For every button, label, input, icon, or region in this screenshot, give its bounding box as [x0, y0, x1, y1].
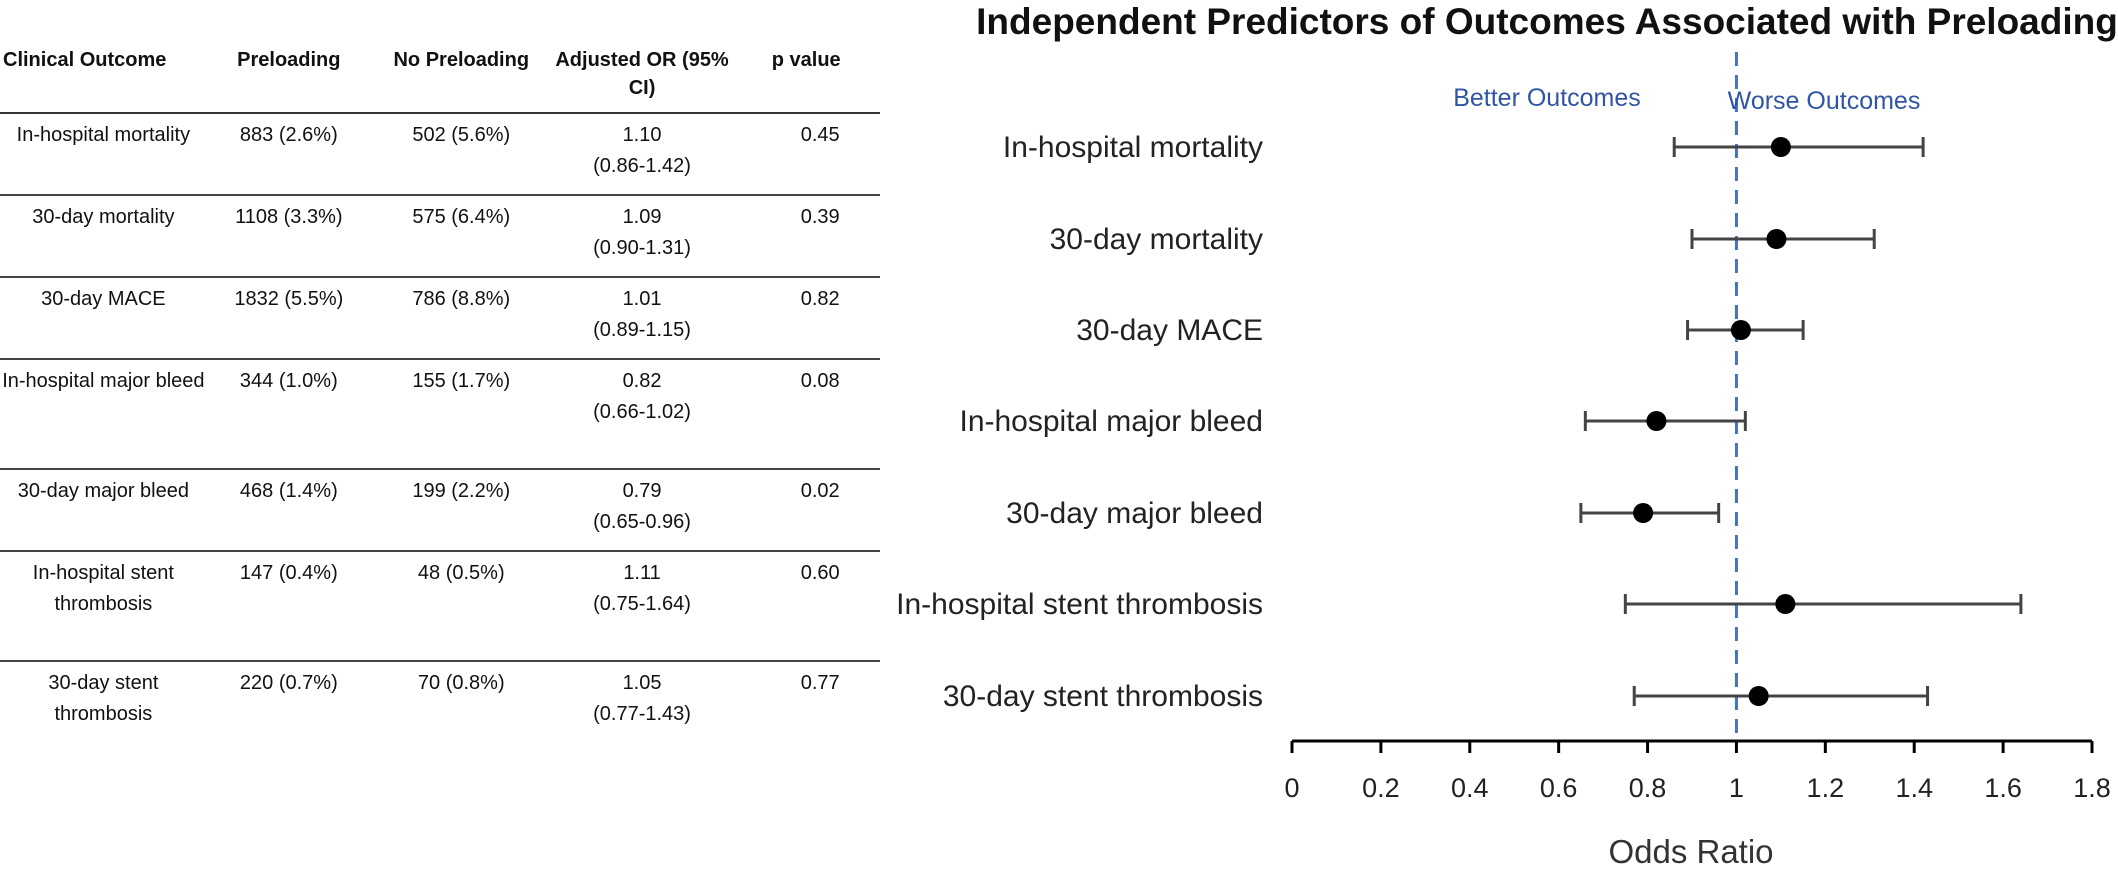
cell-preloading: 468 (1.4%)	[206, 469, 371, 552]
cell-adjusted-or: 0.82 (0.66-1.02)	[551, 359, 733, 470]
cell-p-value: 0.08	[732, 359, 880, 470]
cell-adjusted-or: 1.01 (0.89-1.15)	[551, 277, 733, 360]
cell-p-value: 0.60	[732, 551, 880, 662]
cell-no-preloading: 155 (1.7%)	[370, 359, 552, 470]
header-preloading: Preloading	[206, 40, 371, 114]
or-ci: (0.77-1.43)	[593, 703, 691, 725]
category-label: In-hospital mortality	[1003, 131, 1263, 164]
cell-no-preloading: 575 (6.4%)	[370, 195, 552, 278]
cell-outcome: In-hospital major bleed	[0, 359, 207, 470]
or-ci: (0.86-1.42)	[593, 155, 691, 177]
x-tick-label: 0.8	[1629, 773, 1667, 803]
table-row: 30-day mortality 1108 (3.3%) 575 (6.4%) 1.0…	[0, 195, 880, 278]
forest-plot-panel: Independent Predictors of Outcomes Assoc…	[880, 0, 2118, 877]
table-row: In-hospital major bleed 344 (1.0%) 155 (1.…	[0, 359, 880, 470]
cell-preloading: 220 (0.7%)	[239, 672, 338, 694]
or-ci: (0.75-1.64)	[593, 593, 691, 615]
or-value: 0.82	[622, 370, 662, 392]
cell-adjusted-or: 1.11 (0.75-1.64)	[551, 551, 733, 662]
cell-adjusted-or: 1.10 (0.86-1.42)	[551, 113, 733, 196]
x-tick-label: 1	[1729, 773, 1744, 803]
cell-no-preloading: 48 (0.5%)	[370, 551, 552, 662]
header-no-preloading: No Preloading	[370, 40, 552, 114]
or-value: 1.01	[622, 288, 662, 310]
x-tick-label: 1.8	[2073, 773, 2111, 803]
or-ci: (0.66-1.02)	[593, 401, 691, 423]
category-label: 30-day stent thrombosis	[943, 680, 1263, 713]
cell-no-preloading: 199 (2.2%)	[370, 469, 552, 552]
cell-outcome: In-hospital mortality	[0, 113, 207, 196]
cell-no-preloading: 70 (0.8%)	[417, 672, 505, 694]
or-ci: (0.89-1.15)	[593, 319, 691, 341]
cell-preloading: 147 (0.4%)	[206, 551, 371, 662]
or-ci: (0.90-1.31)	[593, 237, 691, 259]
cell-p-value: 0.02	[732, 469, 880, 552]
chart-title: Independent Predictors of Outcomes Assoc…	[976, 1, 2118, 42]
cell-preloading: 1832 (5.5%)	[206, 277, 371, 360]
table-row: 30-day major bleed 468 (1.4%) 199 (2.2%) 0.…	[0, 469, 880, 552]
x-tick-label: 0	[1284, 773, 1299, 803]
odds-ratio-point	[1730, 320, 1751, 340]
category-label: In-hospital major bleed	[959, 405, 1263, 438]
or-value: 0.79	[622, 480, 662, 502]
odds-ratio-point	[1633, 503, 1654, 523]
table-row: 30-day MACE 1832 (5.5%) 786 (8.8%) 1.01 (0.8…	[0, 277, 880, 360]
category-label: 30-day mortality	[1050, 223, 1263, 256]
or-value: 1.10	[622, 124, 662, 146]
odds-ratio-point	[1748, 686, 1769, 706]
cell-adjusted-or: 1.09 (0.90-1.31)	[551, 195, 733, 278]
cell-no-preloading: 502 (5.6%)	[370, 113, 552, 196]
cell-outcome: 30-day stent thrombosis	[48, 672, 159, 725]
or-value: 1.05	[622, 672, 662, 694]
annotation-worse-outcomes: Worse Outcomes	[1728, 87, 1921, 115]
cell-preloading: 344 (1.0%)	[206, 359, 371, 470]
table-body: In-hospital mortality 883 (2.6%) 502 (5.6%…	[0, 113, 880, 743]
annotation-better-outcomes: Better Outcomes	[1453, 84, 1641, 112]
or-ci: (0.65-0.96)	[593, 511, 691, 533]
cell-outcome: In-hospital stent thrombosis	[0, 551, 207, 662]
cell-p-value: 0.45	[732, 113, 880, 196]
table-header-row: Clinical Outcome Preloading No Preloadin…	[0, 40, 880, 114]
x-tick-label: 0.6	[1540, 773, 1578, 803]
cell-no-preloading: 786 (8.8%)	[370, 277, 552, 360]
category-label: 30-day MACE	[1076, 314, 1263, 347]
table-row: In-hospital stent thrombosis 147 (0.4%) 48…	[0, 551, 880, 662]
cell-preloading: 883 (2.6%)	[206, 113, 371, 196]
odds-ratio-point	[1775, 594, 1796, 614]
header-p-value: p value	[732, 40, 880, 114]
cell-outcome: 30-day MACE	[0, 277, 207, 360]
outcomes-table-panel: Clinical Outcome Preloading No Preloadin…	[0, 0, 880, 877]
outcomes-table: Clinical Outcome Preloading No Preloadin…	[0, 40, 880, 743]
or-value: 1.09	[622, 206, 662, 228]
forest-plot: Independent Predictors of Outcomes Assoc…	[896, 1, 2118, 870]
cell-preloading: 1108 (3.3%)	[206, 195, 371, 278]
x-tick-label: 1.2	[1807, 773, 1845, 803]
table-row: In-hospital mortality 883 (2.6%) 502 (5.6%…	[0, 113, 880, 196]
cell-p-value: 0.39	[732, 195, 880, 278]
table-row: 30-day stent thrombosis 220 (0.7%) 70 (0.8…	[0, 661, 880, 743]
x-tick-label: 1.4	[1895, 773, 1933, 803]
header-clinical-outcome: Clinical Outcome	[0, 40, 207, 114]
x-tick-label: 0.2	[1362, 773, 1400, 803]
or-value: 1.11	[623, 562, 661, 584]
cell-adjusted-or: 0.79 (0.65-0.96)	[551, 469, 733, 552]
cell-outcome: 30-day mortality	[0, 195, 207, 278]
odds-ratio-point	[1646, 411, 1667, 431]
cell-p-value: 0.82	[732, 277, 880, 360]
odds-ratio-point	[1766, 229, 1787, 249]
x-tick-label: 1.6	[1984, 773, 2022, 803]
category-label: 30-day major bleed	[1006, 497, 1263, 530]
x-axis-title: Odds Ratio	[1608, 833, 1773, 870]
odds-ratio-point	[1770, 137, 1791, 157]
cell-p-value: 0.77	[800, 672, 840, 694]
cell-outcome: 30-day major bleed	[0, 469, 207, 552]
header-adjusted-or: Adjusted OR (95% CI)	[551, 40, 733, 114]
cell-adjusted-or: 1.05 (0.77-1.43)	[552, 661, 733, 743]
category-label: In-hospital stent thrombosis	[896, 588, 1263, 621]
x-tick-label: 0.4	[1451, 773, 1489, 803]
